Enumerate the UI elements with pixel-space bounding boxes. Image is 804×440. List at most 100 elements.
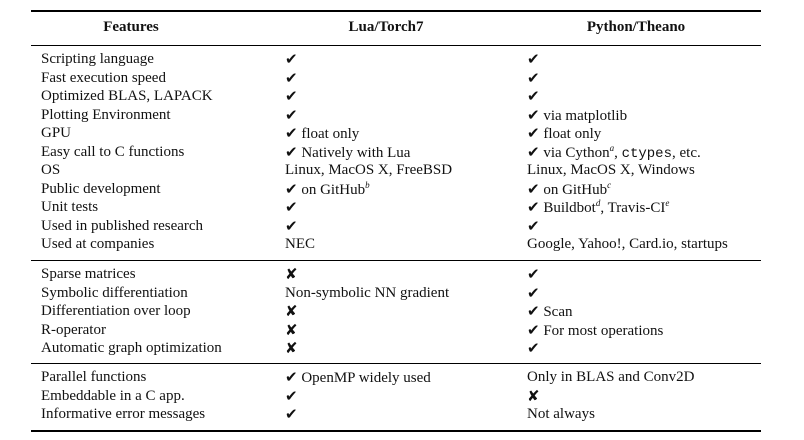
feature-name: R-operator [41, 321, 106, 338]
check-icon: ✔ [285, 386, 298, 405]
python-theano-cell: Linux, MacOS X, Windows [527, 161, 695, 179]
check-icon: ✔ [285, 198, 298, 216]
cell-text: via matplotlib [539, 107, 628, 124]
table-row: Scripting language ✔ ✔ [31, 50, 761, 69]
cross-icon: ✘ [285, 339, 298, 357]
table-row: Symbolic differentiation Non-symbolic NN … [31, 284, 761, 303]
check-icon: ✔ [527, 339, 540, 357]
table-row: R-operator ✘ ✔ For most operations [31, 321, 761, 340]
python-theano-cell: ✔ [527, 50, 540, 69]
table-row: Automatic graph optimization ✘ ✔ [31, 339, 761, 358]
lua-torch7-cell: ✘ [285, 339, 298, 358]
lua-torch7-cell: Non-symbolic NN gradient [285, 284, 449, 302]
cross-icon: ✘ [285, 265, 298, 283]
cell-text: via Cython [539, 144, 610, 161]
python-theano-cell: ✔ [527, 69, 540, 88]
header-python-theano: Python/Theano [586, 19, 686, 35]
header-lua-torch7: Lua/Torch7 [348, 19, 424, 35]
python-theano-cell: ✘ [527, 387, 540, 406]
cross-icon: ✘ [285, 302, 298, 320]
footnote-marker: d [595, 198, 601, 208]
table-row: Public development ✔ on GitHubb ✔ on GitHu… [31, 180, 761, 199]
feature-name: Differentiation over loop [41, 303, 191, 319]
feature-name: Parallel functions [41, 369, 147, 385]
feature-name: Embeddable in a C app. [41, 387, 185, 404]
check-icon: ✔ [285, 216, 298, 235]
python-theano-cell: ✔ via Cythona, ctypes, etc. [527, 143, 701, 163]
python-theano-cell: ✔ For most operations [527, 321, 663, 340]
cell-text: OpenMP widely used [297, 370, 431, 386]
feature-name: Informative error messages [41, 406, 206, 422]
table-row: Plotting Environment ✔ ✔ via matplotlib [31, 106, 761, 125]
cross-icon: ✘ [527, 386, 540, 405]
lua-torch7-cell: ✔ [285, 405, 298, 424]
python-theano-cell: ✔ Buildbotd, Travis-CIe [527, 198, 669, 217]
python-theano-cell: ✔ [527, 339, 540, 358]
feature-name: Sparse matrices [41, 266, 136, 282]
top-rule [31, 10, 761, 12]
table-row: Parallel functions ✔ OpenMP widely used On… [31, 368, 761, 387]
python-theano-cell: ✔ float only [527, 124, 601, 143]
check-icon: ✔ [527, 68, 540, 87]
cell-text: Natively with Lua [297, 144, 411, 161]
feature-name: Scripting language [41, 51, 154, 67]
cell-text: on GitHub [297, 181, 366, 198]
table-row: Differentiation over loop ✘ ✔ Scan [31, 302, 761, 321]
python-theano-cell: Only in BLAS and Conv2D [527, 368, 695, 386]
cell-text: Linux, MacOS X, FreeBSD [285, 162, 453, 178]
check-icon: ✔ [285, 124, 298, 142]
check-icon: ✔ [527, 216, 540, 235]
footnote-marker: b [365, 179, 370, 190]
check-icon: ✔ [285, 105, 298, 124]
cell-text: Scan [539, 304, 573, 320]
lua-torch7-cell: ✘ [285, 265, 298, 284]
code-text: ctypes [621, 145, 672, 162]
python-theano-cell: ✔ [527, 87, 540, 106]
cell-text: Only in BLAS and Conv2D [527, 369, 695, 385]
table-row: Informative error messages ✔ Not always [31, 405, 761, 424]
feature-name: Easy call to C functions [41, 143, 185, 160]
lua-torch7-cell: ✘ [285, 302, 298, 321]
check-icon: ✔ [527, 50, 540, 68]
cell-text: float only [539, 126, 602, 142]
lua-torch7-cell: ✔ [285, 106, 298, 125]
feature-name: Optimized BLAS, LAPACK [41, 88, 213, 104]
check-icon: ✔ [285, 68, 298, 87]
table-row: Fast execution speed ✔ ✔ [31, 69, 761, 88]
cell-text: , etc. [672, 144, 701, 161]
lua-torch7-cell: ✔ [285, 69, 298, 88]
python-theano-cell: Not always [527, 405, 595, 423]
table-row: Embeddable in a C app. ✔ ✘ [31, 387, 761, 406]
check-icon: ✔ [285, 405, 298, 423]
cell-text: Linux, MacOS X, Windows [527, 162, 695, 178]
check-icon: ✔ [285, 179, 298, 198]
python-theano-cell: ✔ via matplotlib [527, 106, 627, 125]
python-theano-cell: ✔ [527, 217, 540, 236]
lua-torch7-cell: ✔ [285, 50, 298, 69]
cell-text: Not always [527, 406, 595, 422]
cell-text: , Travis-CI [600, 200, 666, 216]
header-rule [31, 45, 761, 46]
feature-name: Used in published research [41, 217, 204, 234]
cell-text: For most operations [539, 322, 664, 339]
cell-text: Non-symbolic NN gradient [285, 284, 450, 301]
check-icon: ✔ [527, 142, 540, 161]
group-separator-rule [31, 363, 761, 364]
cell-text: on GitHub [539, 181, 608, 198]
python-theano-cell: ✔ [527, 265, 540, 284]
footnote-marker: e [665, 198, 670, 208]
check-icon: ✔ [527, 124, 540, 142]
cross-icon: ✘ [285, 320, 298, 339]
check-icon: ✔ [527, 105, 540, 124]
lua-torch7-cell: ✔ [285, 217, 298, 236]
lua-torch7-cell: ✔ [285, 87, 298, 106]
lua-torch7-cell: Linux, MacOS X, FreeBSD [285, 161, 452, 179]
cell-text: float only [297, 126, 360, 142]
check-icon: ✔ [527, 320, 540, 339]
bottom-rule [31, 430, 761, 432]
table-row: Optimized BLAS, LAPACK ✔ ✔ [31, 87, 761, 106]
lua-torch7-cell: ✔ Natively with Lua [285, 143, 410, 162]
cell-text: Buildbot [539, 200, 596, 216]
table-row: Easy call to C functions ✔ Natively with … [31, 143, 761, 162]
check-icon: ✔ [527, 265, 540, 283]
